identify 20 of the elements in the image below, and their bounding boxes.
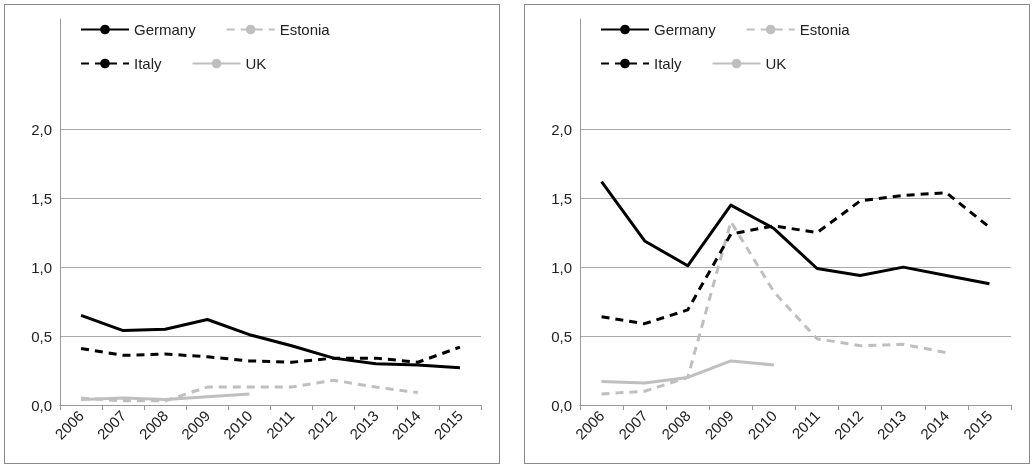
line-series	[600, 220, 948, 396]
y-tick-label: 2,0	[551, 120, 572, 138]
line-series	[79, 313, 462, 370]
y-tick-label: 1,5	[31, 189, 52, 207]
y-tick-label: 0,5	[31, 327, 52, 345]
y-tick-label: 1,0	[551, 258, 572, 276]
y-tick-label: 1,0	[31, 258, 52, 276]
legend-label: Germany	[134, 21, 197, 38]
legend-label: Italy	[134, 55, 163, 72]
y-tick-label: 2,0	[31, 120, 52, 138]
legend-label: Estonia	[279, 21, 331, 38]
legend-label: UK	[245, 55, 267, 72]
legend-label: Estonia	[799, 21, 851, 38]
y-tick-label: 0,0	[551, 396, 572, 414]
y-tick-label: 0,5	[551, 327, 572, 345]
legend-label: UK	[765, 55, 787, 72]
legend-label: Italy	[654, 55, 683, 72]
legend-label: Germany	[654, 21, 717, 38]
y-tick-label: 1,5	[551, 189, 572, 207]
y-tick-label: 0,0	[31, 396, 52, 414]
